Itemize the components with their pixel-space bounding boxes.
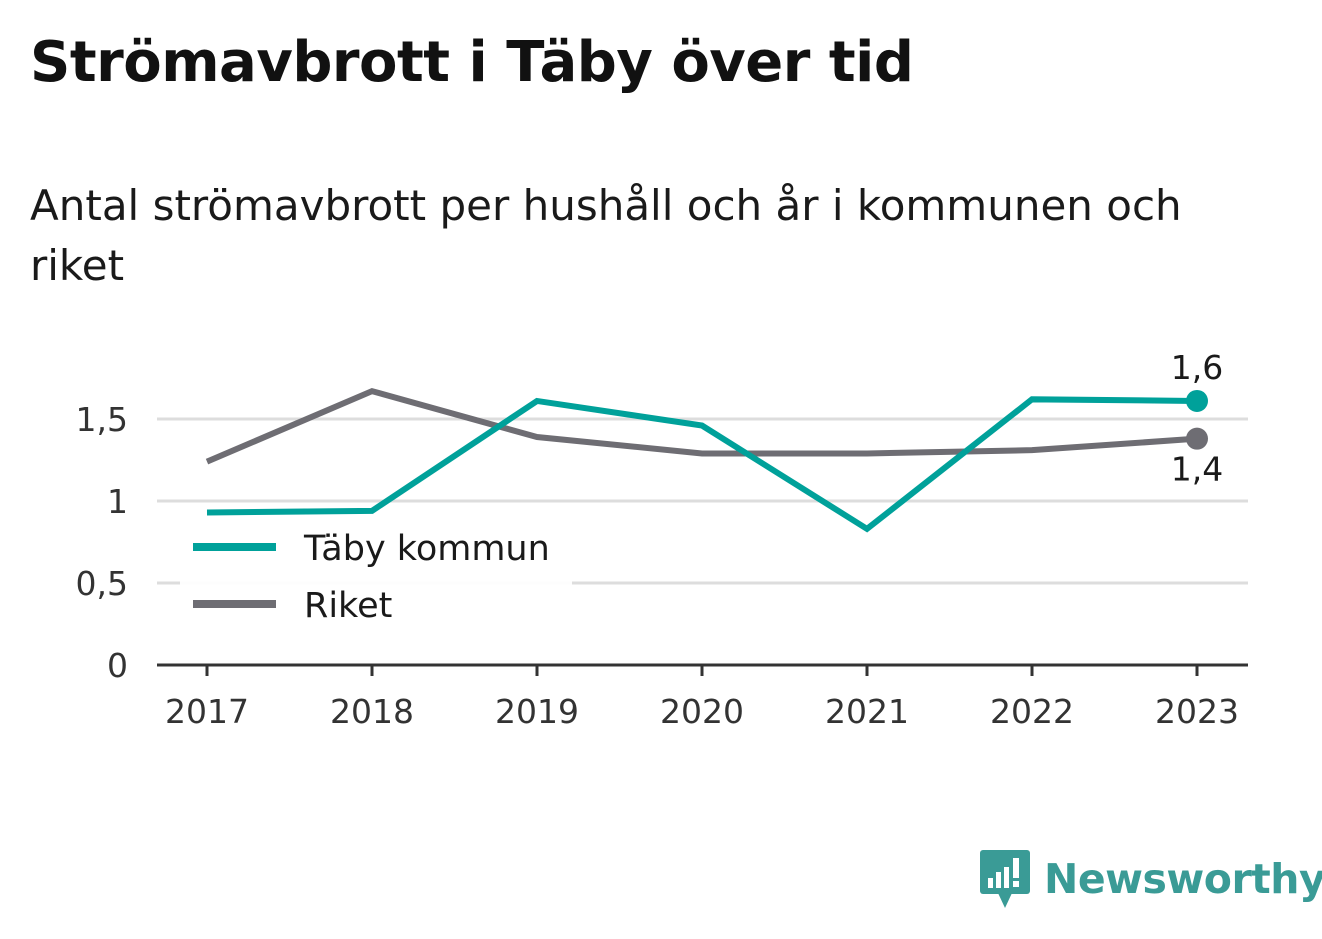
series-line-taby (206, 396, 1198, 533)
end-point-taby (1186, 389, 1208, 412)
end-points: 1,6 1,4 (1171, 348, 1223, 489)
x-axis-ticks: 2017 2018 2019 2020 2021 2022 2023 (165, 665, 1239, 731)
legend-label-taby: Täby kommun (303, 529, 550, 569)
brand-logo: Newsworthy (980, 848, 1322, 910)
series-lines (205, 387, 1198, 533)
chart-title: Strömavbrott i Täby över tid (30, 30, 914, 95)
x-tick-label: 2019 (495, 692, 579, 731)
x-tick-label: 2022 (990, 692, 1074, 731)
data-label-taby: 1,6 (1171, 348, 1223, 387)
x-tick-label: 2021 (825, 692, 909, 731)
end-point-riket (1186, 427, 1208, 450)
newsworthy-logo-icon (980, 850, 1030, 908)
y-tick-label: 1,5 (76, 400, 128, 439)
series-line-riket (205, 387, 1198, 465)
y-tick-label: 0,5 (76, 564, 128, 603)
x-tick-label: 2017 (165, 692, 249, 731)
data-label-riket: 1,4 (1171, 450, 1223, 489)
x-tick-label: 2023 (1155, 692, 1239, 731)
brand-name: Newsworthy (1044, 855, 1322, 903)
line-chart: 0 0,5 1 1,5 2017 2018 2019 2020 2021 2022 2023 Tä… (76, 348, 1248, 731)
y-tick-label: 0 (107, 646, 128, 685)
legend: Täby kommun Riket (180, 522, 572, 632)
chart-subtitle: Antal strömavbrott per hushåll och år i … (30, 181, 1182, 290)
x-tick-label: 2020 (660, 692, 744, 731)
y-tick-label: 1 (107, 482, 128, 521)
y-axis-ticks: 0 0,5 1 1,5 (76, 400, 128, 685)
legend-label-riket: Riket (304, 586, 392, 626)
x-tick-label: 2018 (330, 692, 414, 731)
legend-background (180, 522, 572, 632)
